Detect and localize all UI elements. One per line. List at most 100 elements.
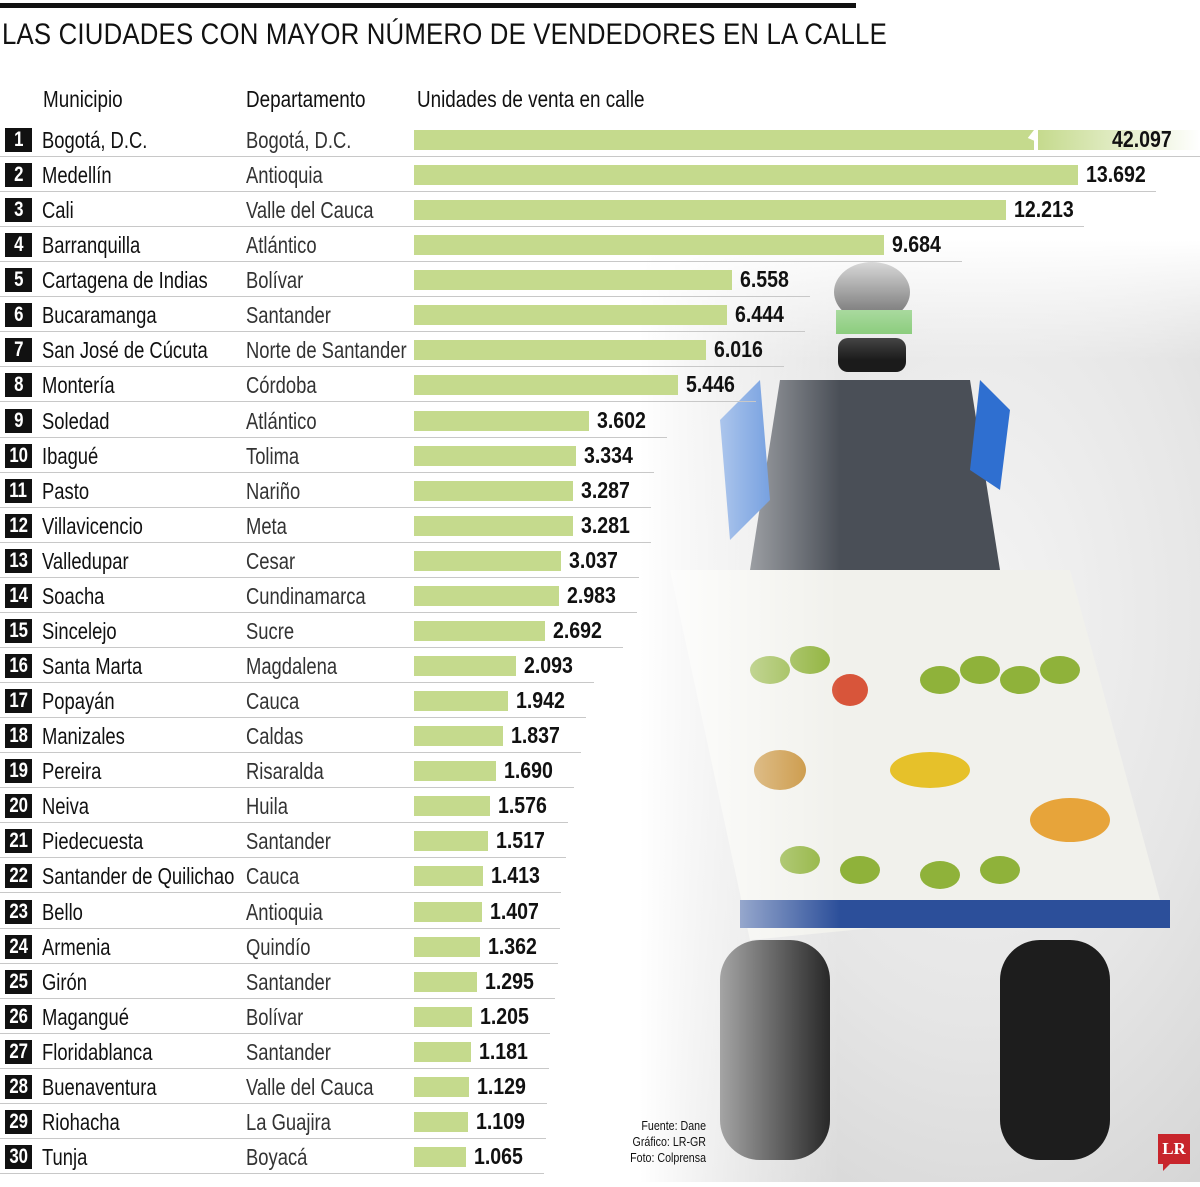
value-label: 1.129	[476, 1072, 526, 1099]
departamento: Tolima	[246, 442, 300, 469]
rank-badge: 15	[5, 618, 32, 643]
row-divider	[0, 822, 569, 824]
row-divider	[0, 682, 594, 684]
departamento: Boyacá	[246, 1144, 308, 1171]
departamento: Cauca	[246, 863, 300, 890]
bar	[414, 971, 477, 992]
municipio: Cartagena de Indias	[42, 267, 208, 294]
value-label: 13.692	[1086, 161, 1146, 188]
row-divider	[0, 1067, 550, 1069]
bar	[414, 1041, 472, 1062]
departamento: Meta	[246, 512, 287, 539]
rank-number: 7	[13, 338, 24, 362]
credits: Fuente: Dane Gráfico: LR-GR Foto: Colpre…	[627, 1118, 706, 1166]
municipio: Riohacha	[42, 1108, 120, 1135]
table-row: 27 Floridablanca Santander 1.181	[0, 1034, 1200, 1069]
municipio: Popayán	[42, 688, 115, 715]
departamento: Nariño	[246, 477, 301, 504]
rank-number: 12	[9, 513, 28, 537]
bar	[414, 235, 884, 256]
departamento: Santander	[246, 968, 331, 995]
departamento: Caldas	[246, 723, 304, 750]
municipio: San José de Cúcuta	[42, 337, 208, 364]
rank-number: 22	[9, 864, 28, 888]
rank-badge: 26	[5, 1004, 32, 1029]
row-divider	[0, 331, 805, 333]
value-label: 1.205	[480, 1002, 530, 1029]
table-row: 30 Tunja Boyacá 1.065	[0, 1139, 1200, 1175]
municipio: Valledupar	[42, 547, 129, 574]
value-label: 3.287	[581, 476, 631, 503]
row-divider	[0, 471, 654, 473]
departamento: Santander	[246, 1038, 331, 1065]
rank-badge: 23	[5, 899, 32, 924]
departamento: Santander	[246, 828, 331, 855]
credit-graphic: Gráfico: LR-GR	[632, 1134, 706, 1149]
departamento: Bolívar	[246, 1003, 304, 1030]
rank-badge: 8	[5, 373, 32, 398]
municipio: Pereira	[42, 758, 102, 785]
bar	[414, 410, 589, 431]
table-row: 13 Valledupar Cesar 3.037	[0, 543, 1200, 578]
table-row: 16 Santa Marta Magdalena 2.093	[0, 648, 1200, 684]
bar	[414, 691, 509, 712]
table-row: 22 Santander de Quilichao Cauca 1.413	[0, 858, 1200, 894]
row-divider	[0, 857, 566, 859]
bar	[414, 656, 516, 677]
rank-number: 10	[9, 443, 28, 467]
departamento: Quindío	[246, 933, 311, 960]
value-label: 6.016	[713, 336, 763, 363]
departamento: Bolívar	[246, 267, 304, 294]
departamento: Sucre	[246, 617, 295, 644]
row-divider	[0, 997, 555, 999]
departamento: La Guajira	[246, 1108, 331, 1135]
value-label: 1.576	[498, 792, 548, 819]
municipio: Soacha	[42, 582, 105, 609]
rank-badge: 18	[5, 724, 32, 749]
rank-badge: 6	[5, 303, 32, 328]
value-label: 2.692	[552, 616, 602, 643]
rank-badge: 27	[5, 1039, 32, 1064]
value-label: 6.558	[740, 266, 789, 293]
table-row: 21 Piedecuesta Santander 1.517	[0, 823, 1200, 859]
row-divider	[0, 401, 757, 403]
table-row: 10 Ibagué Tolima 3.334	[0, 438, 1200, 473]
header-unidades: Unidades de venta en calle	[417, 86, 645, 112]
rank-badge: 14	[5, 583, 32, 608]
rank-badge: 7	[5, 338, 32, 363]
rank-number: 17	[9, 689, 28, 713]
row-divider	[0, 366, 784, 368]
row-divider	[0, 226, 1085, 228]
bar	[414, 866, 483, 887]
table-row: 18 Manizales Caldas 1.837	[0, 718, 1200, 754]
rank-badge: 3	[5, 198, 32, 223]
bar	[414, 340, 706, 361]
municipio: Bello	[42, 898, 83, 925]
departamento: Huila	[246, 793, 288, 820]
row-divider	[0, 611, 637, 613]
lr-logo: LR	[1158, 1134, 1190, 1171]
table-row: 5 Cartagena de Indias Bolívar 6.558	[0, 262, 1200, 298]
municipio: Cali	[42, 197, 74, 224]
municipio: Bucaramanga	[42, 302, 157, 329]
rank-badge: 25	[5, 969, 32, 994]
rank-number: 3	[13, 198, 24, 222]
bar	[414, 1111, 468, 1132]
municipio: Manizales	[42, 723, 125, 750]
value-label: 1.690	[503, 757, 553, 784]
municipio: Neiva	[42, 793, 90, 820]
table-row: 9 Soledad Atlántico 3.602	[0, 403, 1200, 438]
row-divider	[0, 892, 561, 894]
value-label: 3.037	[569, 546, 619, 573]
departamento: Cesar	[246, 547, 296, 574]
rank-badge: 17	[5, 689, 32, 714]
value-label: 3.334	[583, 441, 633, 468]
rank-number: 27	[9, 1039, 28, 1063]
row-divider	[0, 296, 811, 298]
row-divider	[0, 156, 1200, 157]
rank-badge: 20	[5, 794, 32, 819]
rank-badge: 4	[5, 233, 32, 258]
municipio: Pasto	[42, 477, 90, 504]
table-row: 7 San José de Cúcuta Norte de Santander 6.0…	[0, 332, 1200, 368]
bar	[414, 270, 733, 291]
